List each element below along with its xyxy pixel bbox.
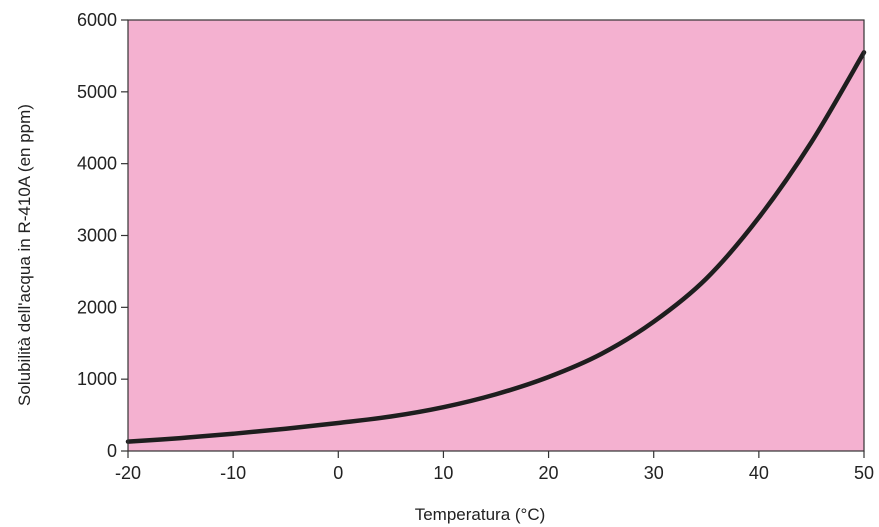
series-line [125,50,867,444]
y-tick-label: 1000 [77,369,117,389]
x-tick-label: 40 [749,463,769,483]
y-tick-label: 0 [107,441,117,461]
y-axis: 0 1000 2000 3000 4000 5000 6000 [77,10,128,461]
x-tick-label: 30 [644,463,664,483]
x-tick-label: 50 [854,463,874,483]
y-tick-label: 4000 [77,154,117,174]
y-tick-label: 2000 [77,297,117,317]
x-tick-label: 10 [433,463,453,483]
y-tick-label: 5000 [77,82,117,102]
x-tick-label: -20 [115,463,141,483]
x-axis: -20 -10 0 10 20 30 40 50 [115,451,874,483]
x-axis-label: Temperatura (°C) [415,505,546,524]
y-tick-label: 6000 [77,10,117,30]
y-tick-label: 3000 [77,226,117,246]
x-tick-label: 0 [333,463,343,483]
x-tick-label: -10 [220,463,246,483]
y-axis-label: Solubilità dell'acqua in R-410A (en ppm) [15,104,34,406]
x-tick-label: 20 [539,463,559,483]
plot-area [128,20,864,451]
